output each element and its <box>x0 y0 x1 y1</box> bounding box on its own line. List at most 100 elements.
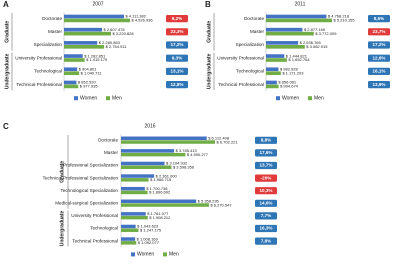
value-label: $ 3.598.356 <box>173 164 195 169</box>
bar <box>266 71 281 76</box>
gap-box <box>255 212 277 220</box>
value-label: $ 4.526.936 <box>132 18 154 23</box>
group-label: Graduate <box>59 161 65 183</box>
bar <box>266 14 327 19</box>
bar <box>266 31 314 36</box>
panel: A 2007 Doctorate $ 4.111.382$ 4.526.936 9,2%… <box>3 0 188 102</box>
panel-label: B <box>205 0 211 9</box>
value-label: $ 5.358.235 <box>198 198 220 203</box>
value-label: $ 1.282.851 <box>84 53 106 58</box>
category-label: Doctorate <box>42 16 62 21</box>
value-label: $ 3.220.828 <box>112 31 134 36</box>
gap-label: 8,5% <box>374 16 384 21</box>
bar <box>64 84 79 89</box>
category-label: Technical Professional <box>72 238 118 243</box>
gap-box <box>166 15 188 23</box>
bar <box>121 237 136 241</box>
gap-box <box>368 15 390 23</box>
value-label: $ 4.111.382 <box>125 14 146 19</box>
gap-box <box>255 199 277 207</box>
gap-box <box>255 149 277 157</box>
legend-label: Women <box>137 252 154 258</box>
bar <box>266 58 287 62</box>
panel: B 2011 Doctorate $ 4.768.218$ 5.210.155 8,5%… <box>205 0 390 102</box>
bar <box>64 80 77 85</box>
value-label: $ 904.801 <box>79 66 98 71</box>
bar <box>121 178 149 182</box>
category-label: Technical Professional Specialization <box>43 175 119 180</box>
gap-label: 13,9% <box>372 82 385 87</box>
legend-swatch <box>276 96 280 101</box>
gap-label: 12,6% <box>372 55 385 60</box>
bar <box>121 161 165 166</box>
gap-label: 17,2% <box>170 42 183 47</box>
gap-box <box>368 54 390 62</box>
bar <box>121 199 197 203</box>
bar <box>121 136 207 140</box>
gap-box <box>166 41 188 49</box>
panel-title: 2016 <box>144 123 155 129</box>
bar <box>121 152 186 157</box>
value-label: $ 3.104.932 <box>166 161 188 166</box>
value-label: $ 1.896.692 <box>149 190 171 195</box>
bar <box>266 45 305 49</box>
gap-label: 17,6% <box>259 150 272 155</box>
category-label: Specialization <box>236 42 265 47</box>
bar <box>121 165 172 169</box>
bar <box>121 212 146 216</box>
gap-box <box>255 237 277 245</box>
gap-box <box>166 28 188 36</box>
legend-swatch <box>131 252 135 257</box>
bar <box>64 14 124 19</box>
gap-label: 16,3% <box>259 226 272 231</box>
gap-label: 23,7% <box>372 29 385 34</box>
category-label: University Professional <box>71 213 118 218</box>
category-label: Technological <box>34 69 62 74</box>
value-label: $ 1.171.203 <box>282 70 304 75</box>
group-label: Undergraduate <box>206 53 212 89</box>
category-label: Master <box>104 150 119 155</box>
category-label: Medical-surgical Specialization <box>55 201 118 206</box>
category-label: Technological <box>236 69 264 74</box>
panel-title: 2007 <box>92 1 103 7</box>
category-label: Master <box>48 29 63 34</box>
gap-label: 7,7% <box>261 213 271 218</box>
category-label: University Professional <box>217 55 264 60</box>
bar <box>266 84 279 89</box>
category-label: University Professional <box>15 55 62 60</box>
bar <box>64 27 103 32</box>
value-label: $ 4.590.277 <box>187 152 209 157</box>
value-label: $ 2.607.475 <box>104 27 126 32</box>
gap-label: 8,8% <box>261 138 271 143</box>
bar <box>121 174 155 178</box>
gap-label: 9,3% <box>172 55 182 60</box>
value-label: $ 4.768.218 <box>328 14 350 19</box>
value-label: $ 6.270.547 <box>210 202 232 207</box>
category-label: Technical Professional <box>218 82 264 87</box>
bar <box>266 67 279 72</box>
group-label: Graduate <box>4 21 10 43</box>
category-label: Technological Specialization <box>61 188 119 193</box>
value-label: $ 2.536.765 <box>300 40 322 45</box>
gap-label: 14,6% <box>259 201 272 206</box>
bar <box>64 45 105 49</box>
value-label: $ 3.785.413 <box>176 148 198 153</box>
legend-label: Men <box>169 252 179 258</box>
gap-box <box>368 41 390 49</box>
legend-label: Men <box>314 96 324 102</box>
bar <box>121 186 145 191</box>
group-label: Undergraduate <box>59 211 65 247</box>
value-label: $ 3.772.009 <box>315 31 337 36</box>
gap-box <box>255 161 277 170</box>
group-label: Undergraduate <box>4 53 10 89</box>
value-label: $ 6.702.221 <box>217 139 239 144</box>
bar <box>64 54 83 58</box>
bar <box>266 27 303 32</box>
gap-box <box>166 81 188 89</box>
bar <box>266 41 299 45</box>
bar <box>121 203 209 207</box>
category-label: Specialization <box>34 42 63 47</box>
gap-label: 17,2% <box>372 42 385 47</box>
legend-label: Women <box>282 96 299 102</box>
